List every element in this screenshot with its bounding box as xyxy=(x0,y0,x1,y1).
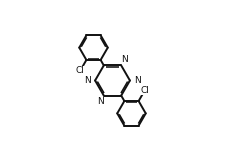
Text: N: N xyxy=(84,76,91,85)
Text: Cl: Cl xyxy=(76,66,85,75)
Text: N: N xyxy=(122,55,128,64)
Text: N: N xyxy=(134,76,141,85)
Text: N: N xyxy=(97,97,104,106)
Text: Cl: Cl xyxy=(140,86,149,95)
